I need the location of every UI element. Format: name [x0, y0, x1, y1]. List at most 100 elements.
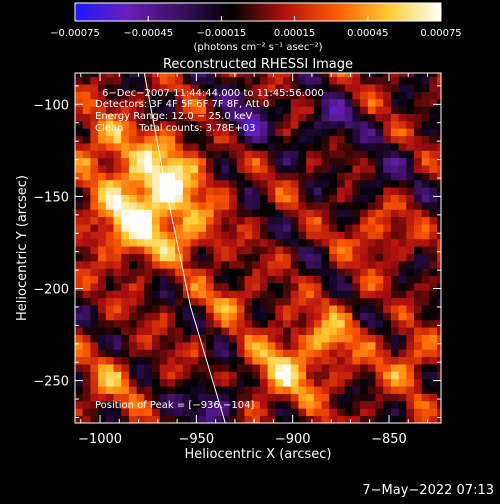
heatmap-cell — [406, 349, 415, 358]
heatmap-cell — [429, 128, 438, 137]
heatmap-cell — [128, 106, 138, 114]
heatmap-cell — [275, 98, 284, 107]
heatmap-cell — [213, 91, 222, 100]
heatmap-cell — [398, 327, 407, 335]
heatmap-cell — [383, 106, 392, 114]
heatmap-cell — [290, 194, 299, 203]
heatmap-cell — [306, 209, 315, 218]
heatmap-cell — [113, 283, 122, 291]
heatmap-cell — [290, 150, 299, 159]
heatmap-cell — [360, 179, 369, 188]
heatmap-cell — [406, 415, 415, 423]
heatmap-cell — [429, 327, 438, 335]
heatmap-cell — [429, 378, 438, 387]
heatmap-cell — [252, 238, 261, 247]
heatmap-cell — [175, 157, 184, 166]
heatmap-cell — [175, 84, 184, 92]
heatmap-cell — [329, 386, 338, 394]
heatmap-cell — [121, 73, 130, 78]
heatmap-cell — [321, 312, 330, 321]
heatmap-cell — [229, 187, 238, 195]
heatmap-cell — [367, 128, 376, 137]
heatmap-cell — [167, 312, 176, 321]
heatmap-cell — [298, 364, 307, 372]
heatmap-cell — [128, 165, 138, 173]
heatmap-cell — [75, 187, 84, 195]
heatmap-cell — [414, 201, 423, 210]
heatmap-cell — [244, 400, 253, 409]
heatmap-cell — [313, 275, 322, 284]
heatmap-cell — [390, 172, 400, 181]
heatmap-cell — [329, 334, 338, 343]
heatmap-cell — [229, 415, 238, 423]
heatmap-cell — [113, 238, 122, 247]
heatmap-cell — [298, 334, 307, 343]
heatmap-cell — [421, 76, 430, 85]
heatmap-cell — [236, 113, 245, 122]
heatmap-cell — [375, 84, 384, 92]
heatmap-cell — [136, 73, 145, 78]
heatmap-cell — [344, 408, 353, 417]
heatmap-cell — [398, 246, 407, 254]
heatmap-cell — [229, 238, 238, 247]
heatmap-cell — [128, 73, 138, 78]
heatmap-cell — [236, 268, 245, 277]
heatmap-cell — [252, 194, 261, 203]
heatmap-cell — [159, 150, 168, 159]
heatmap-cell — [267, 224, 276, 232]
heatmap-cell — [105, 91, 114, 100]
heatmap-cell — [267, 209, 276, 218]
heatmap-cell — [259, 253, 269, 262]
heatmap-cell — [205, 341, 215, 350]
heatmap-cell — [159, 290, 168, 299]
heatmap-cell — [344, 334, 353, 343]
heatmap-cell — [414, 91, 423, 100]
heatmap-cell — [421, 356, 430, 365]
heatmap-cell — [437, 179, 441, 188]
heatmap-cell — [329, 297, 338, 306]
heatmap-cell — [375, 341, 384, 350]
heatmap-cell — [113, 364, 122, 372]
heatmap-cell — [105, 253, 114, 262]
heatmap-cell — [298, 297, 307, 306]
heatmap-cell — [259, 356, 269, 365]
heatmap-cell — [236, 400, 245, 409]
heatmap-cell — [213, 224, 222, 232]
heatmap-cell — [283, 393, 292, 402]
heatmap-cell — [437, 216, 441, 225]
heatmap-cell — [429, 91, 438, 100]
heatmap-cell — [298, 268, 307, 277]
heatmap-cell — [406, 106, 415, 114]
heatmap-cell — [406, 364, 415, 372]
heatmap-cell — [98, 364, 107, 372]
heatmap-cell — [352, 201, 361, 210]
heatmap-cell — [367, 165, 376, 173]
heatmap-cell — [252, 364, 261, 372]
heatmap-cell — [159, 312, 168, 321]
heatmap-cell — [113, 201, 122, 210]
colorbar-tick-label: −0.00075 — [50, 28, 100, 39]
heatmap-cell — [414, 349, 423, 358]
heatmap-cell — [367, 408, 376, 417]
heatmap-cell — [144, 305, 153, 313]
heatmap-cell — [221, 364, 230, 372]
heatmap-cell — [121, 283, 130, 291]
heatmap-cell — [336, 216, 346, 225]
heatmap-cell — [152, 91, 161, 100]
heatmap-cell — [375, 319, 384, 328]
heatmap-cell — [105, 378, 114, 387]
heatmap-cell — [152, 231, 161, 240]
heatmap-cell — [267, 364, 276, 372]
heatmap-cell — [429, 106, 438, 114]
heatmap-cell — [213, 165, 222, 173]
heatmap-cell — [252, 201, 261, 210]
heatmap-cell — [421, 165, 430, 173]
heatmap-cell — [244, 283, 253, 291]
heatmap-cell — [152, 246, 161, 254]
heatmap-cell — [198, 246, 207, 254]
heatmap-cell — [198, 283, 207, 291]
heatmap-cell — [152, 157, 161, 166]
heatmap-cell — [283, 268, 292, 277]
heatmap-cell — [414, 194, 423, 203]
heatmap-cell — [98, 194, 107, 203]
